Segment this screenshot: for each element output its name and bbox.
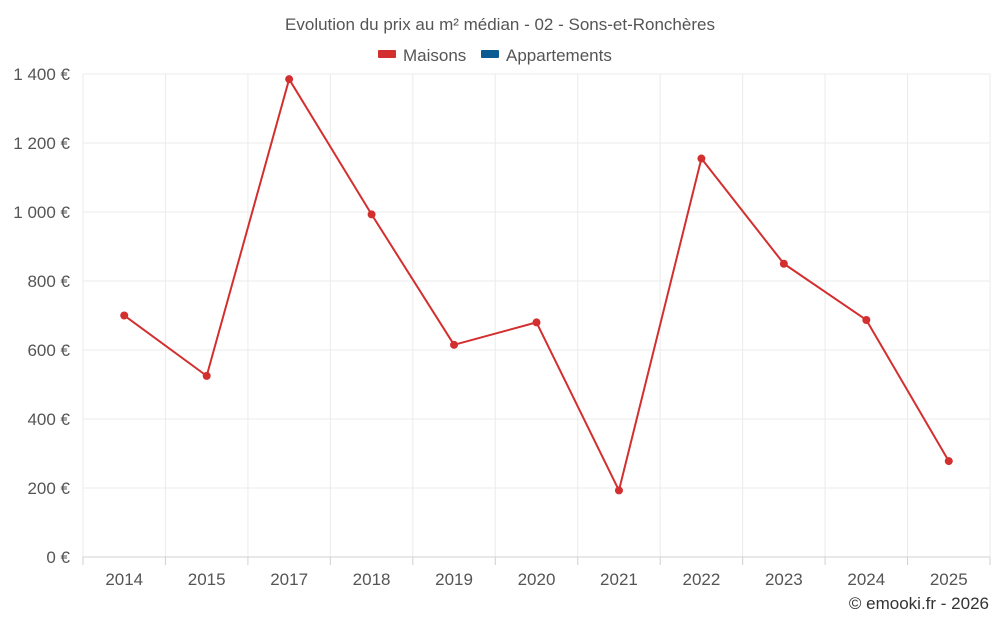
y-tick-label: 1 200 €: [13, 134, 70, 153]
y-tick-label: 200 €: [27, 479, 70, 498]
y-tick-label: 800 €: [27, 272, 70, 291]
y-tick-label: 1 400 €: [13, 65, 70, 84]
x-tick-label: 2018: [353, 570, 391, 589]
legend-item-maisons[interactable]: Maisons: [378, 46, 466, 65]
x-tick-label: 2025: [930, 570, 968, 589]
data-point[interactable]: [862, 315, 871, 324]
axes: 0 € 200 € 400 € 600 € 800 € 1 000 € 1 200 € 1 4…: [13, 65, 991, 589]
x-tick-label: 2023: [765, 570, 803, 589]
data-point[interactable]: [367, 210, 376, 219]
legend-item-appartements[interactable]: Appartements: [481, 46, 612, 65]
x-tick-label: 2024: [847, 570, 885, 589]
data-point[interactable]: [532, 318, 541, 327]
data-point[interactable]: [202, 371, 211, 380]
x-tick-label: 2019: [435, 570, 473, 589]
y-tick-label: 1 000 €: [13, 203, 70, 222]
data-point[interactable]: [944, 457, 953, 466]
legend-label-appartements: Appartements: [506, 46, 612, 65]
x-tick-label: 2020: [518, 570, 556, 589]
credit-text: © emooki.fr - 2026: [849, 594, 989, 613]
legend[interactable]: Maisons Appartements: [378, 46, 612, 65]
x-tick-label: 2014: [105, 570, 143, 589]
y-tick-label: 400 €: [27, 410, 70, 429]
chart-title: Evolution du prix au m² médian - 02 - So…: [285, 15, 715, 34]
legend-label-maisons: Maisons: [403, 46, 466, 65]
data-point[interactable]: [285, 75, 294, 84]
x-tick-label: 2015: [188, 570, 226, 589]
series: [120, 75, 953, 495]
data-point[interactable]: [614, 486, 623, 495]
data-point[interactable]: [697, 154, 706, 163]
x-tick-label: 2022: [682, 570, 720, 589]
y-tick-label: 600 €: [27, 341, 70, 360]
x-tick-label: 2021: [600, 570, 638, 589]
data-point[interactable]: [779, 259, 788, 268]
legend-swatch-appartements: [481, 50, 499, 58]
data-point[interactable]: [120, 311, 129, 320]
grid: [82, 73, 991, 557]
data-point[interactable]: [450, 340, 459, 349]
x-tick-label: 2017: [270, 570, 308, 589]
legend-swatch-maisons: [378, 50, 396, 58]
y-tick-label: 0 €: [46, 548, 70, 567]
